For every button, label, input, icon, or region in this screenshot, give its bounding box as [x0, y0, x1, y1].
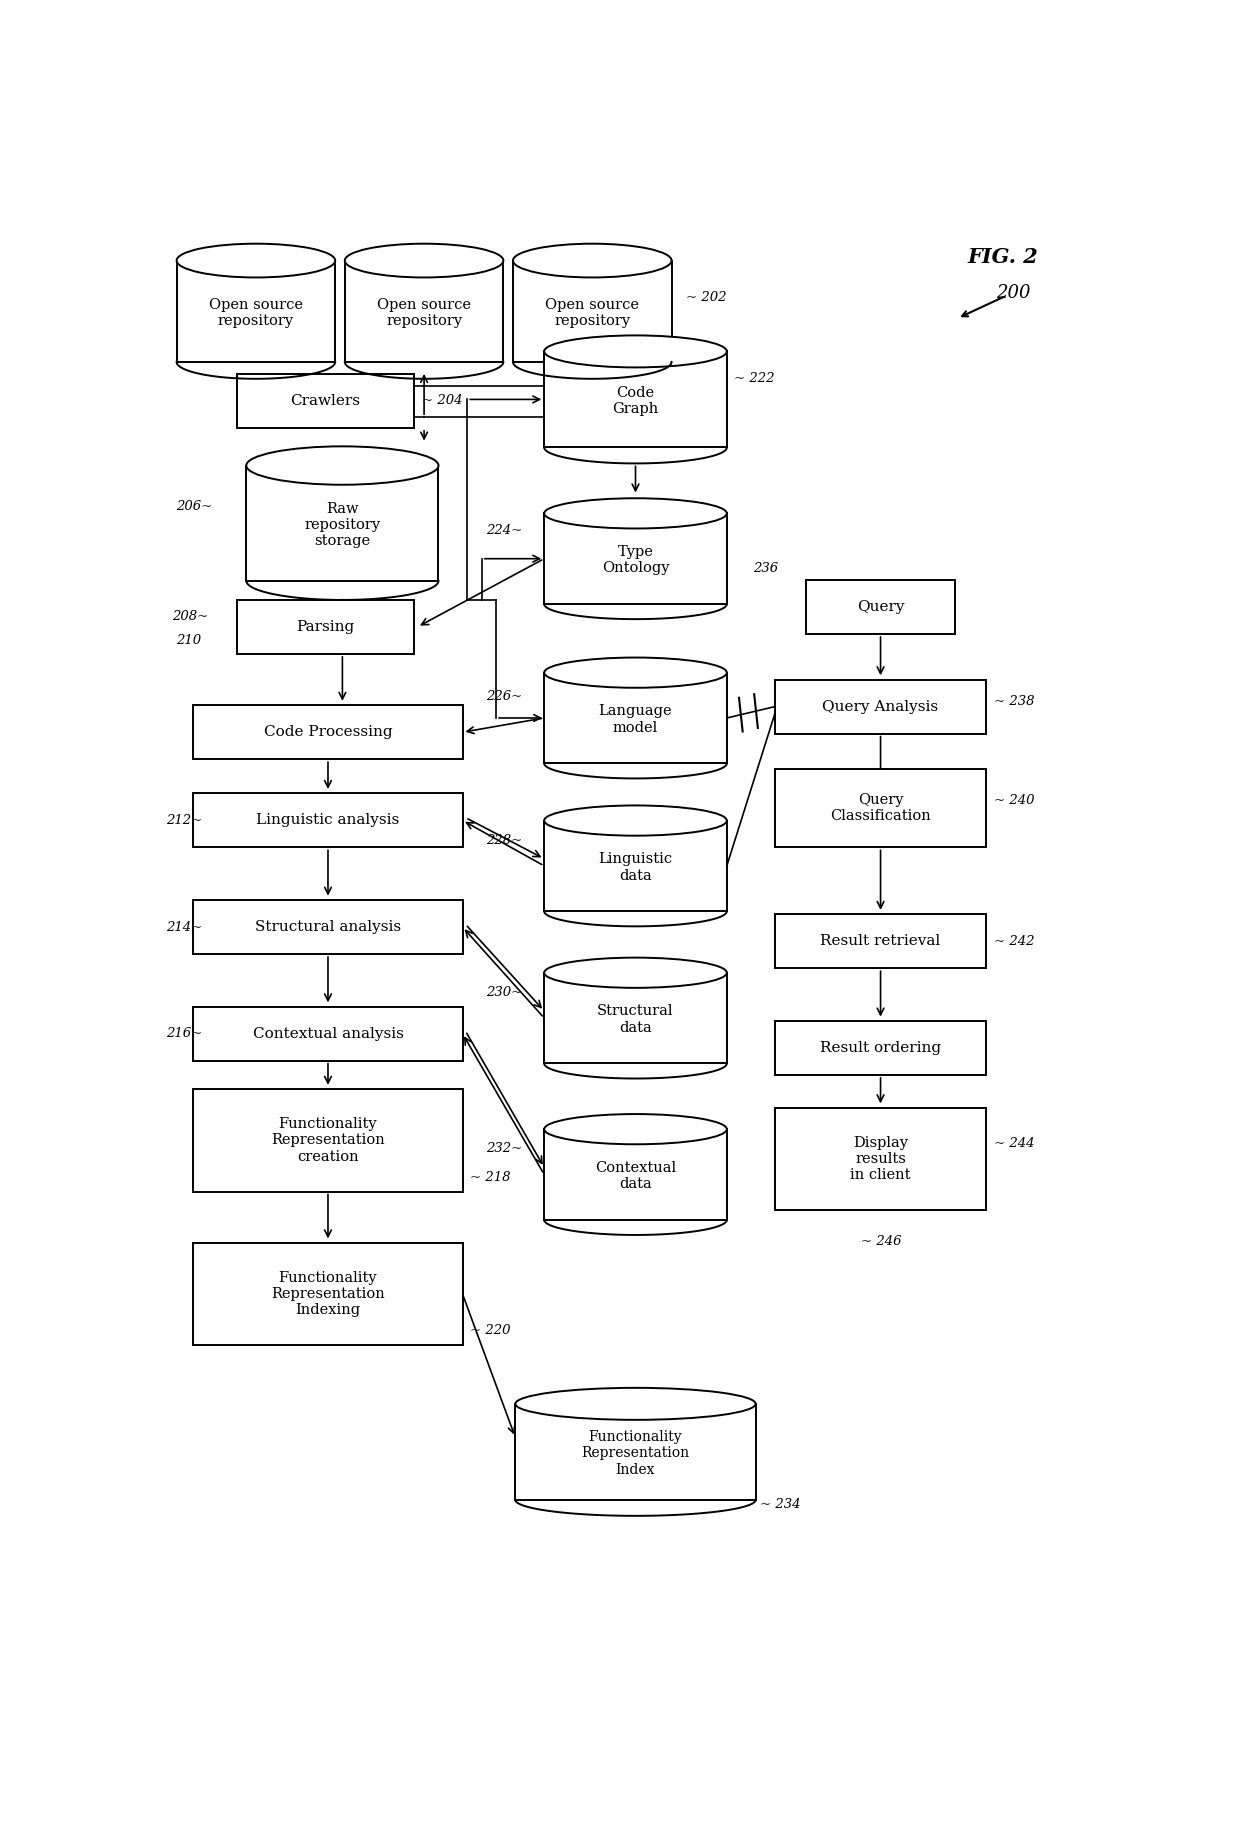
Text: Type
Ontology: Type Ontology — [601, 545, 670, 574]
FancyBboxPatch shape — [247, 465, 439, 580]
FancyBboxPatch shape — [544, 672, 727, 763]
FancyBboxPatch shape — [775, 680, 986, 733]
Text: Result ordering: Result ordering — [820, 1042, 941, 1055]
Ellipse shape — [345, 244, 503, 277]
Text: 216~: 216~ — [166, 1027, 203, 1040]
Text: Structural
data: Structural data — [598, 1005, 673, 1034]
FancyBboxPatch shape — [544, 820, 727, 911]
Text: Query
Classification: Query Classification — [831, 792, 931, 824]
Text: ~ 238: ~ 238 — [994, 694, 1034, 707]
FancyBboxPatch shape — [237, 373, 414, 429]
Text: 214~: 214~ — [166, 920, 203, 933]
Text: 236: 236 — [753, 561, 779, 574]
Text: 208~: 208~ — [172, 610, 208, 622]
FancyBboxPatch shape — [193, 1243, 463, 1345]
Text: Functionality
Representation
creation: Functionality Representation creation — [272, 1117, 384, 1164]
Text: ~ 220: ~ 220 — [470, 1324, 511, 1337]
Text: Parsing: Parsing — [296, 621, 355, 634]
Ellipse shape — [544, 658, 727, 687]
Text: Query: Query — [857, 600, 904, 613]
Text: Language
model: Language model — [599, 704, 672, 735]
Ellipse shape — [544, 1114, 727, 1145]
Text: ~ 234: ~ 234 — [760, 1498, 801, 1511]
Text: Crawlers: Crawlers — [290, 393, 361, 408]
Text: 206~: 206~ — [176, 499, 212, 513]
FancyBboxPatch shape — [176, 260, 335, 362]
Ellipse shape — [176, 244, 335, 277]
Text: ~ 204: ~ 204 — [422, 395, 463, 408]
FancyBboxPatch shape — [544, 513, 727, 604]
Text: Linguistic
data: Linguistic data — [599, 851, 672, 883]
Text: 230~: 230~ — [486, 986, 523, 999]
Text: Code
Graph: Code Graph — [613, 386, 658, 416]
Text: ~ 222: ~ 222 — [734, 371, 775, 384]
Text: ~ 244: ~ 244 — [994, 1138, 1034, 1151]
Text: ~ 240: ~ 240 — [994, 794, 1034, 807]
FancyBboxPatch shape — [775, 1108, 986, 1210]
FancyBboxPatch shape — [516, 1404, 755, 1500]
FancyBboxPatch shape — [193, 706, 463, 759]
Text: Functionality
Representation
Index: Functionality Representation Index — [582, 1430, 689, 1476]
Text: Contextual analysis: Contextual analysis — [253, 1027, 403, 1040]
Text: Query Analysis: Query Analysis — [822, 700, 939, 713]
Text: Functionality
Representation
Indexing: Functionality Representation Indexing — [272, 1271, 384, 1317]
Text: Linguistic analysis: Linguistic analysis — [257, 813, 399, 827]
Text: Contextual
data: Contextual data — [595, 1162, 676, 1191]
Text: 226~: 226~ — [486, 691, 523, 704]
FancyBboxPatch shape — [806, 580, 955, 634]
Text: Code Processing: Code Processing — [264, 726, 392, 739]
FancyBboxPatch shape — [345, 260, 503, 362]
Text: Raw
repository
storage: Raw repository storage — [304, 502, 381, 549]
FancyBboxPatch shape — [775, 914, 986, 968]
Text: 228~: 228~ — [486, 833, 523, 846]
FancyBboxPatch shape — [193, 1007, 463, 1060]
FancyBboxPatch shape — [775, 768, 986, 848]
Text: Result retrieval: Result retrieval — [821, 935, 941, 948]
Text: FIG. 2: FIG. 2 — [967, 247, 1038, 268]
Text: Open source
repository: Open source repository — [377, 297, 471, 329]
Text: 210: 210 — [176, 634, 201, 646]
Ellipse shape — [513, 244, 672, 277]
Text: ~ 246: ~ 246 — [862, 1236, 901, 1249]
FancyBboxPatch shape — [544, 351, 727, 447]
Text: 200: 200 — [996, 284, 1030, 301]
Ellipse shape — [544, 336, 727, 368]
Text: ~ 218: ~ 218 — [470, 1171, 511, 1184]
Text: 232~: 232~ — [486, 1143, 523, 1156]
Text: ~ 242: ~ 242 — [994, 935, 1034, 948]
FancyBboxPatch shape — [775, 1021, 986, 1075]
Text: Structural analysis: Structural analysis — [255, 920, 401, 935]
Text: Open source
repository: Open source repository — [546, 297, 640, 329]
Ellipse shape — [544, 805, 727, 835]
FancyBboxPatch shape — [193, 899, 463, 955]
FancyBboxPatch shape — [237, 600, 414, 654]
FancyBboxPatch shape — [513, 260, 672, 362]
FancyBboxPatch shape — [544, 973, 727, 1064]
Text: Display
results
in client: Display results in client — [851, 1136, 911, 1182]
Ellipse shape — [516, 1387, 755, 1420]
Ellipse shape — [544, 957, 727, 988]
Text: ~ 202: ~ 202 — [686, 290, 727, 303]
FancyBboxPatch shape — [193, 794, 463, 848]
Ellipse shape — [247, 447, 439, 484]
Ellipse shape — [544, 499, 727, 528]
Text: 224~: 224~ — [486, 525, 523, 537]
Text: 212~: 212~ — [166, 815, 203, 827]
FancyBboxPatch shape — [193, 1090, 463, 1191]
Text: Open source
repository: Open source repository — [208, 297, 303, 329]
FancyBboxPatch shape — [544, 1129, 727, 1219]
